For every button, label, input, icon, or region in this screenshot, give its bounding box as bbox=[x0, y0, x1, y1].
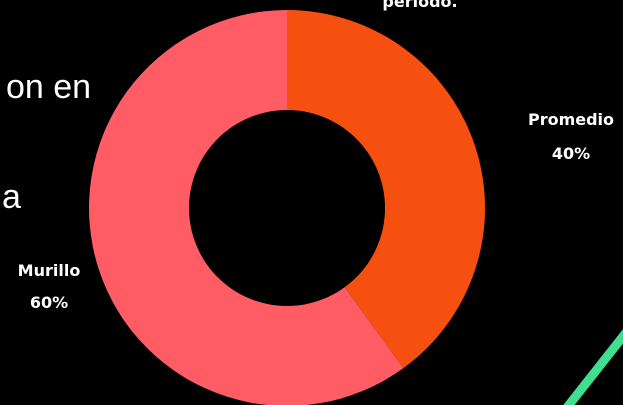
background-text-line-2: a bbox=[2, 178, 21, 216]
slice-label-promedio-name: Promedio bbox=[528, 110, 614, 129]
slice-labels-group: Promedio 40% Murillo 60% bbox=[18, 110, 614, 312]
accent-line bbox=[563, 329, 623, 405]
slice-promedio bbox=[287, 10, 485, 369]
slice-label-murillo-percent: 60% bbox=[30, 293, 68, 312]
donut-hole bbox=[189, 110, 385, 306]
chart-title: periodo. bbox=[382, 0, 457, 11]
slice-label-promedio-percent: 40% bbox=[552, 144, 590, 163]
slice-label-murillo-name: Murillo bbox=[18, 261, 81, 280]
background-text-line-1: on en bbox=[6, 68, 92, 106]
